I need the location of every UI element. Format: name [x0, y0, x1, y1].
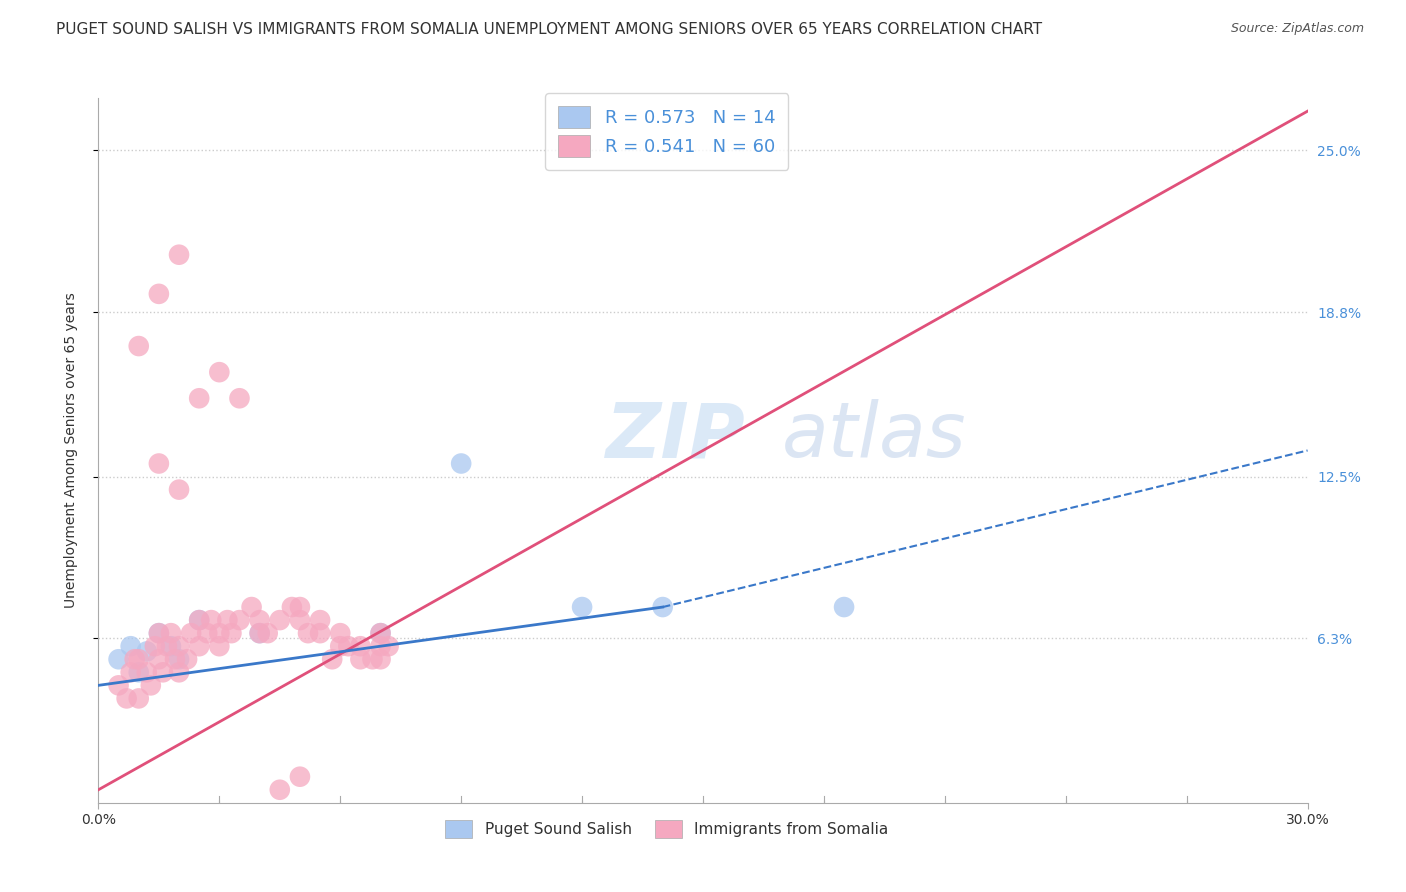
- Point: [107, 652, 129, 666]
- Point: [370, 626, 392, 640]
- Point: [115, 691, 138, 706]
- Text: atlas: atlas: [782, 400, 966, 474]
- Point: [249, 626, 271, 640]
- Point: [152, 665, 174, 680]
- Point: [195, 626, 218, 640]
- Point: [217, 613, 239, 627]
- Point: [135, 665, 157, 680]
- Point: [148, 652, 170, 666]
- Text: Source: ZipAtlas.com: Source: ZipAtlas.com: [1230, 22, 1364, 36]
- Legend: Puget Sound Salish, Immigrants from Somalia: Puget Sound Salish, Immigrants from Soma…: [439, 814, 894, 845]
- Point: [128, 691, 150, 706]
- Point: [200, 613, 222, 627]
- Point: [269, 782, 291, 797]
- Point: [148, 286, 170, 301]
- Point: [256, 626, 278, 640]
- Point: [167, 639, 190, 653]
- Point: [167, 665, 190, 680]
- Point: [167, 652, 190, 666]
- Point: [128, 339, 150, 353]
- Point: [188, 639, 211, 653]
- Point: [139, 678, 162, 692]
- Point: [120, 639, 142, 653]
- Point: [329, 626, 352, 640]
- Point: [321, 652, 343, 666]
- Point: [188, 391, 211, 405]
- Y-axis label: Unemployment Among Seniors over 65 years: Unemployment Among Seniors over 65 years: [63, 293, 77, 608]
- Point: [329, 639, 352, 653]
- Point: [221, 626, 243, 640]
- Point: [349, 639, 371, 653]
- Point: [228, 391, 250, 405]
- Point: [176, 652, 198, 666]
- Point: [120, 665, 142, 680]
- Point: [370, 639, 392, 653]
- Point: [651, 600, 673, 615]
- Point: [208, 365, 231, 379]
- Point: [832, 600, 855, 615]
- Point: [297, 626, 319, 640]
- Point: [180, 626, 202, 640]
- Point: [288, 600, 311, 615]
- Point: [377, 639, 399, 653]
- Point: [124, 652, 146, 666]
- Point: [167, 483, 190, 497]
- Text: PUGET SOUND SALISH VS IMMIGRANTS FROM SOMALIA UNEMPLOYMENT AMONG SENIORS OVER 65: PUGET SOUND SALISH VS IMMIGRANTS FROM SO…: [56, 22, 1042, 37]
- Point: [148, 626, 170, 640]
- Point: [281, 600, 304, 615]
- Text: ZIP: ZIP: [606, 400, 747, 474]
- Point: [128, 665, 150, 680]
- Point: [370, 626, 392, 640]
- Point: [208, 626, 231, 640]
- Point: [188, 613, 211, 627]
- Point: [337, 639, 360, 653]
- Point: [288, 770, 311, 784]
- Point: [107, 678, 129, 692]
- Point: [167, 248, 190, 262]
- Point: [349, 652, 371, 666]
- Point: [143, 639, 166, 653]
- Point: [148, 457, 170, 471]
- Point: [309, 613, 332, 627]
- Point: [228, 613, 250, 627]
- Point: [571, 600, 593, 615]
- Point: [188, 613, 211, 627]
- Point: [148, 626, 170, 640]
- Point: [208, 639, 231, 653]
- Point: [370, 652, 392, 666]
- Point: [288, 613, 311, 627]
- Point: [135, 644, 157, 658]
- Point: [163, 652, 186, 666]
- Point: [450, 457, 472, 471]
- Point: [160, 626, 183, 640]
- Point: [309, 626, 332, 640]
- Point: [269, 613, 291, 627]
- Point: [249, 613, 271, 627]
- Point: [128, 652, 150, 666]
- Point: [240, 600, 263, 615]
- Point: [156, 639, 179, 653]
- Point: [249, 626, 271, 640]
- Point: [361, 652, 384, 666]
- Point: [160, 639, 183, 653]
